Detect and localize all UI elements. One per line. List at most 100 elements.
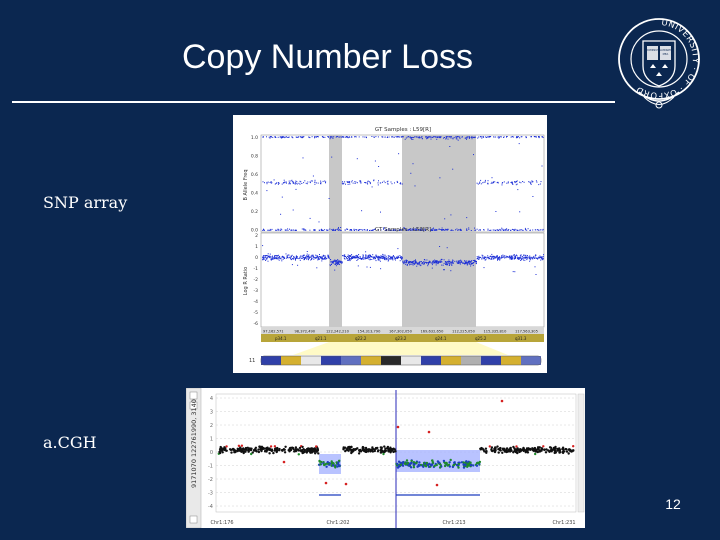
baf-point xyxy=(378,229,379,231)
logr-point xyxy=(481,254,483,256)
baf-point xyxy=(312,175,314,177)
university-crest-logo: UNIVERSITY · OF · OXFORD DOMINUS ILLUMIN… xyxy=(618,18,700,109)
acgh-point xyxy=(451,465,455,469)
logr-point xyxy=(266,258,268,259)
acgh-point xyxy=(431,459,434,462)
logr-point xyxy=(435,261,437,263)
logr-point xyxy=(389,256,391,258)
logr-point xyxy=(440,259,442,261)
baf-point xyxy=(391,136,393,138)
baf-point xyxy=(440,229,442,230)
logr-point xyxy=(448,261,450,263)
logr-point xyxy=(308,254,310,256)
logr-point xyxy=(438,261,440,263)
baf-point xyxy=(532,181,534,183)
logr-point xyxy=(334,259,336,261)
logr-point xyxy=(318,258,320,260)
logr-point xyxy=(498,257,500,259)
baf-point xyxy=(343,182,345,184)
baf-point xyxy=(430,136,432,138)
toolbar-zoom-button xyxy=(189,401,198,410)
logr-point xyxy=(293,256,295,258)
baf-point xyxy=(532,196,534,197)
baf-point xyxy=(415,229,417,231)
logr-point xyxy=(399,255,401,257)
logr-point xyxy=(374,257,376,259)
logr-point xyxy=(525,257,527,258)
logr-point xyxy=(443,262,445,264)
baf-point xyxy=(292,137,294,139)
baf-point xyxy=(426,137,428,138)
logr-point xyxy=(429,261,431,263)
acgh-point xyxy=(438,466,442,469)
baf-point xyxy=(437,136,439,138)
logr-point xyxy=(420,265,422,267)
baf-point xyxy=(372,229,374,230)
baf-point xyxy=(405,229,407,231)
baf-point xyxy=(294,182,296,184)
baf-point xyxy=(391,136,393,138)
logr-point xyxy=(276,258,277,260)
baf-point xyxy=(439,137,441,139)
logr-point xyxy=(361,257,363,259)
baf-point xyxy=(440,136,442,138)
logr-point xyxy=(306,258,308,260)
baf-point xyxy=(309,137,311,139)
baf-point xyxy=(327,136,329,138)
logr-point xyxy=(434,259,436,261)
baf-point xyxy=(502,229,504,231)
baf-point xyxy=(400,229,402,231)
logr-point xyxy=(270,258,272,260)
logr-point xyxy=(366,257,368,259)
baf-point xyxy=(424,229,426,231)
baf-point xyxy=(289,183,291,185)
baf-point xyxy=(301,228,303,230)
logr-point xyxy=(467,263,469,265)
baf-point xyxy=(284,182,286,184)
logr-point xyxy=(278,259,280,261)
baf-point xyxy=(490,229,492,231)
logr-tick-label: 2 xyxy=(255,233,258,239)
logr-point xyxy=(492,256,494,258)
baf-point xyxy=(281,136,283,137)
baf-point xyxy=(323,136,325,138)
logr-point xyxy=(310,259,312,261)
logr-point xyxy=(483,267,485,269)
baf-point xyxy=(419,136,421,138)
logr-point xyxy=(390,258,392,260)
acgh-point xyxy=(412,466,416,469)
baf-point xyxy=(303,228,305,230)
logr-point xyxy=(365,257,367,259)
baf-point xyxy=(517,230,519,231)
baf-point xyxy=(339,136,341,138)
logr-point xyxy=(420,261,422,263)
baf-point xyxy=(296,136,298,138)
logr-point xyxy=(335,263,337,265)
logr-point xyxy=(540,257,542,259)
position-label: 98,372,490 xyxy=(295,330,316,334)
baf-tick-label: 0.4 xyxy=(251,191,258,197)
acgh-point xyxy=(402,460,405,464)
logr-point xyxy=(415,259,416,261)
acgh-point xyxy=(431,461,435,464)
baf-point xyxy=(355,229,357,230)
acgh-point xyxy=(331,464,335,467)
baf-point xyxy=(457,229,459,231)
baf-point xyxy=(452,137,454,139)
baf-point xyxy=(292,181,293,183)
baf-point xyxy=(408,136,409,138)
baf-point xyxy=(350,181,352,183)
logr-point xyxy=(419,264,421,266)
logr-point xyxy=(350,258,352,260)
baf-point xyxy=(542,136,544,138)
baf-point xyxy=(438,136,440,138)
acgh-scrollbar[interactable] xyxy=(577,393,585,513)
chromosome-label: 11 xyxy=(249,358,255,364)
baf-point xyxy=(498,136,500,138)
logr-point xyxy=(476,256,478,258)
acgh-toolbar xyxy=(186,388,202,528)
baf-point xyxy=(404,138,406,140)
baf-point xyxy=(298,182,300,184)
logr-point xyxy=(451,264,453,266)
acgh-point xyxy=(532,449,535,452)
